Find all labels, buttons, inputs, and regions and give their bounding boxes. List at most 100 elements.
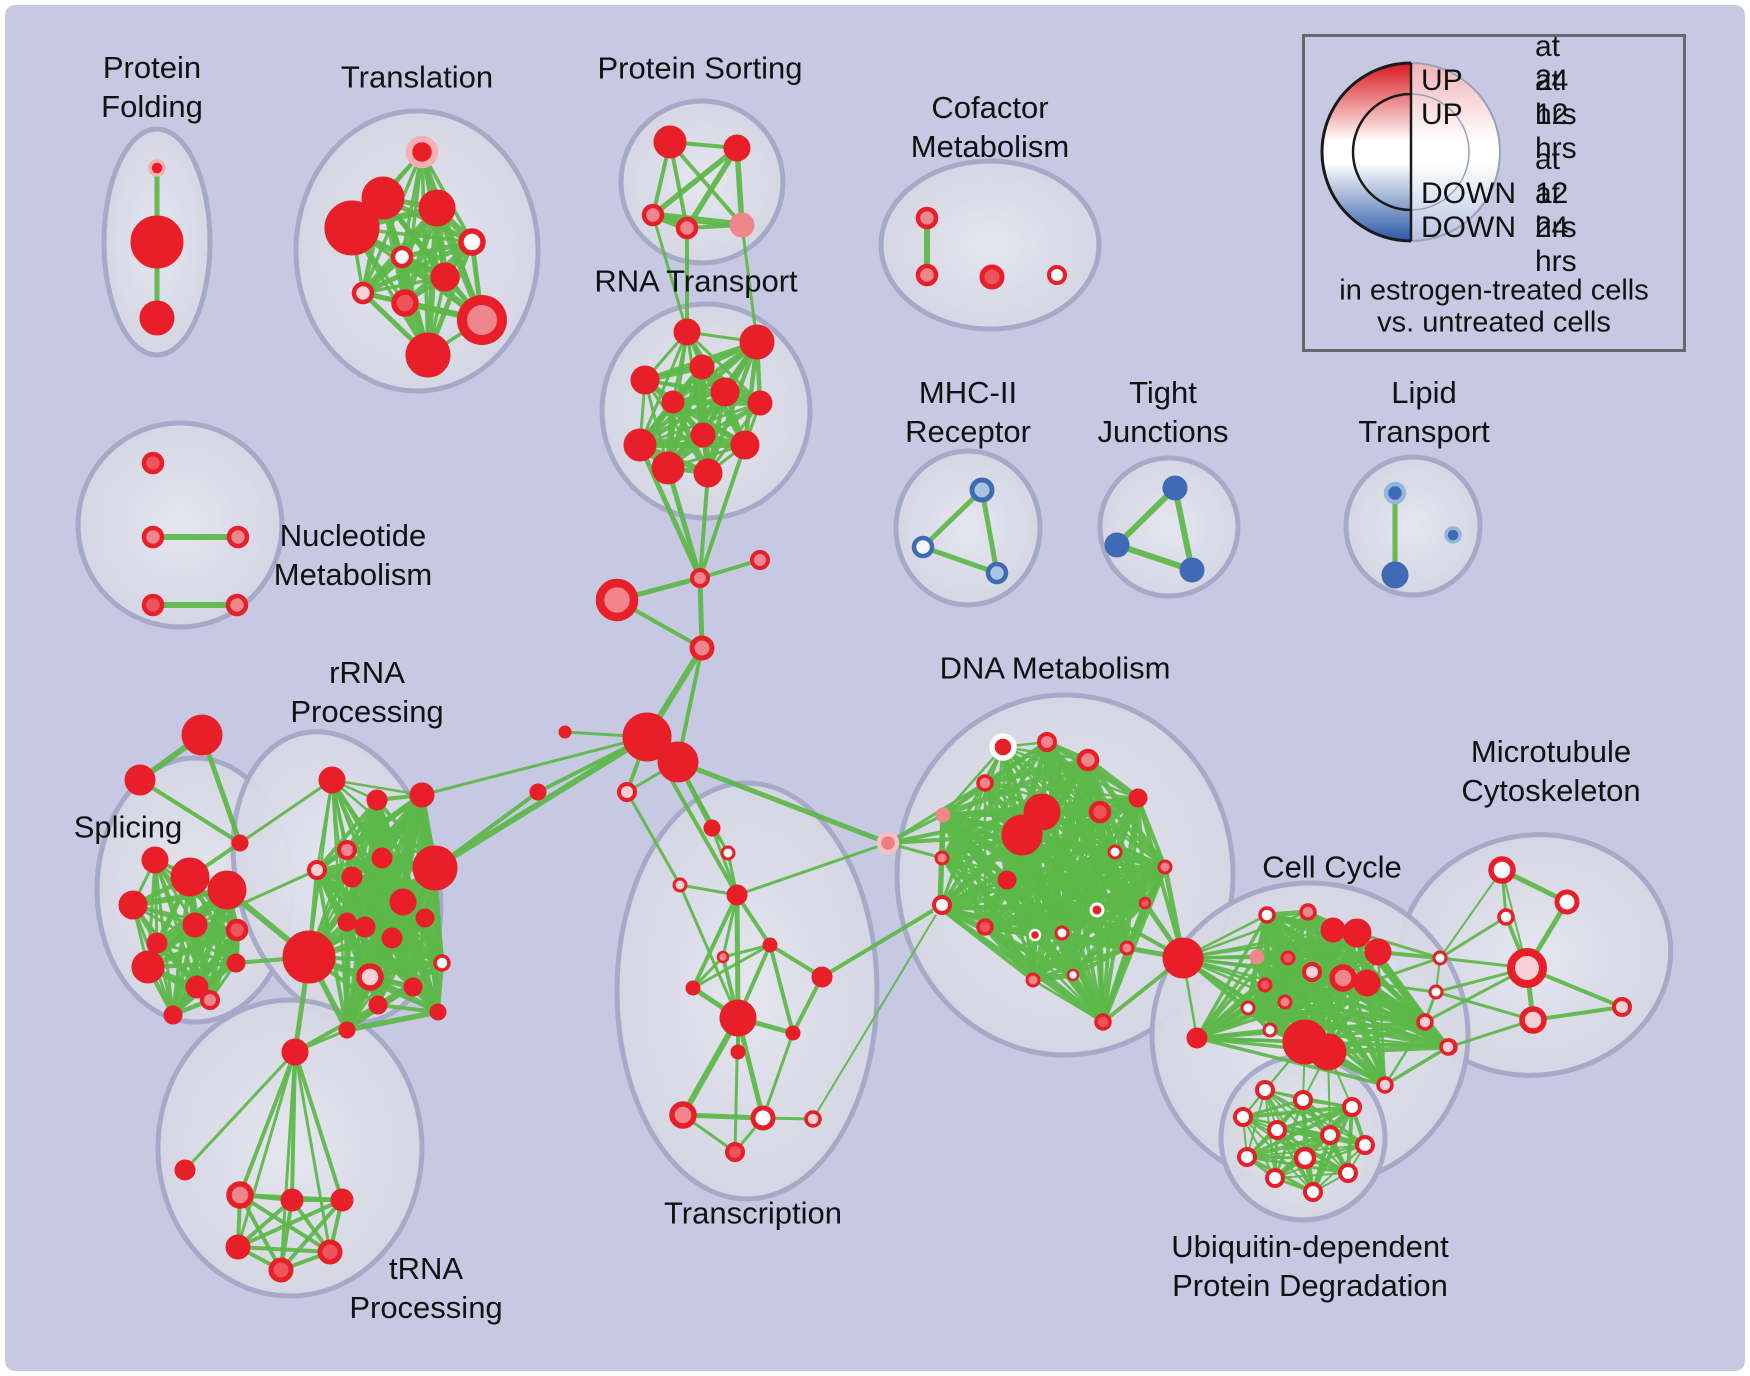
node-tr-8: [391, 289, 419, 317]
edge: [812, 904, 943, 1120]
node-nm-0: [141, 451, 165, 475]
node-dna-14: [976, 918, 994, 936]
node-tr-9: [457, 295, 507, 345]
node-tr-2: [418, 189, 456, 227]
node-dna-6: [1088, 800, 1112, 824]
node-mhc-1: [911, 535, 935, 559]
edge: [920, 544, 1000, 576]
edge: [330, 778, 424, 797]
legend-circle-faded-half: [1411, 63, 1500, 241]
edge: [1040, 810, 1167, 869]
legend-time: at 24 hrs: [1535, 177, 1577, 278]
legend: UP at 24 hrs UP at 12 hrs DOWN at 12 hrs…: [1302, 30, 1686, 352]
node-spl-0: [141, 846, 169, 874]
node-spl-6: [146, 932, 168, 954]
node-trna-0: [281, 1038, 309, 1066]
node-cc-14: [1240, 1000, 1256, 1016]
node-cc-12: [1257, 977, 1273, 993]
node-rrna-8: [389, 888, 417, 916]
cluster-label-nm: Nucleotide Metabolism: [273, 518, 433, 592]
node-mid-6: [617, 782, 637, 802]
node-mid-3: [689, 635, 715, 661]
edge: [1195, 913, 1269, 1040]
node-trna-4: [330, 1188, 354, 1212]
node-cc-4: [1320, 917, 1346, 943]
cluster-label-ub: Ubiquitin-dependent Protein Degradation: [1171, 1229, 1449, 1303]
edge: [1241, 1105, 1354, 1119]
node-mt-1: [1554, 889, 1580, 915]
edge: [1438, 915, 1508, 960]
node-rt-7: [690, 422, 716, 448]
node-dna-0: [989, 733, 1017, 761]
node-ub-1: [1293, 1090, 1313, 1110]
edge: [650, 145, 740, 218]
node-rrna-3: [337, 840, 357, 860]
edge: [279, 1198, 344, 1272]
node-cc-11: [1353, 969, 1381, 997]
node-ps-0: [653, 125, 687, 159]
edge: [293, 1050, 344, 1202]
node-ub-9: [1338, 1163, 1358, 1183]
node-rrna-18: [429, 1003, 447, 1021]
edge: [1246, 955, 1259, 1010]
node-txn-11: [669, 1101, 697, 1129]
node-txn-7: [811, 966, 833, 988]
node-dna-11: [1157, 859, 1173, 875]
node-rt-2: [689, 354, 715, 380]
node-ub-10: [1265, 1168, 1285, 1188]
edge: [238, 1193, 332, 1254]
node-cc-6: [1364, 938, 1392, 966]
cluster-label-rrna: rRNA Processing: [290, 655, 444, 729]
node-mid-4: [622, 712, 672, 762]
edge: [735, 841, 890, 897]
node-cc-13: [1277, 994, 1293, 1010]
edge: [733, 1016, 740, 1154]
node-mt-3: [1507, 948, 1547, 988]
edge: [791, 975, 824, 1035]
node-trna-5: [225, 1234, 251, 1260]
edge: [1447, 1018, 1535, 1049]
edge: [740, 223, 759, 344]
edge: [982, 924, 1076, 978]
node-trna-6: [317, 1239, 343, 1265]
legend-term: DOWN: [1421, 177, 1516, 210]
node-nm-2: [226, 525, 250, 549]
edge: [1325, 1044, 1451, 1055]
edge: [983, 781, 1140, 800]
node-cc-2: [1258, 906, 1276, 924]
edge: [1195, 983, 1267, 1040]
edge: [1195, 1036, 1387, 1087]
edge: [940, 856, 1167, 869]
edge: [1031, 946, 1129, 982]
node-dna-1: [1037, 732, 1057, 752]
legend-term: UP: [1421, 64, 1463, 97]
edge: [938, 901, 1147, 910]
node-ps-4: [729, 212, 755, 238]
node-mt-6: [1432, 950, 1448, 966]
node-dna-9: [934, 850, 950, 866]
node-rrna-0: [318, 766, 346, 794]
node-nm-1: [141, 525, 165, 549]
edge: [638, 330, 689, 447]
edge: [238, 778, 334, 845]
node-spl-9: [226, 953, 246, 973]
node-rrna-14: [356, 963, 384, 991]
cluster-label-txn: Transcription: [663, 1195, 843, 1231]
legend-time: at 24 hrs: [1535, 30, 1577, 131]
node-tr-0: [405, 135, 439, 169]
node-tri-2: [231, 834, 249, 852]
edge: [279, 1050, 297, 1272]
node-cf-2: [979, 264, 1005, 290]
node-cc-5: [1342, 918, 1372, 948]
node-cc-15: [1262, 1022, 1278, 1038]
edge: [1376, 950, 1450, 1049]
cluster-label-dna: DNA Metabolism: [939, 650, 1171, 686]
edge: [982, 864, 1168, 930]
node-trna-3: [280, 1188, 304, 1212]
node-tj-1: [1104, 532, 1130, 558]
edge: [315, 798, 379, 872]
node-dna-15: [1089, 902, 1105, 918]
cluster-label-rt: RNA Transport: [594, 263, 798, 299]
edge: [651, 213, 689, 334]
edge: [1101, 946, 1129, 1024]
